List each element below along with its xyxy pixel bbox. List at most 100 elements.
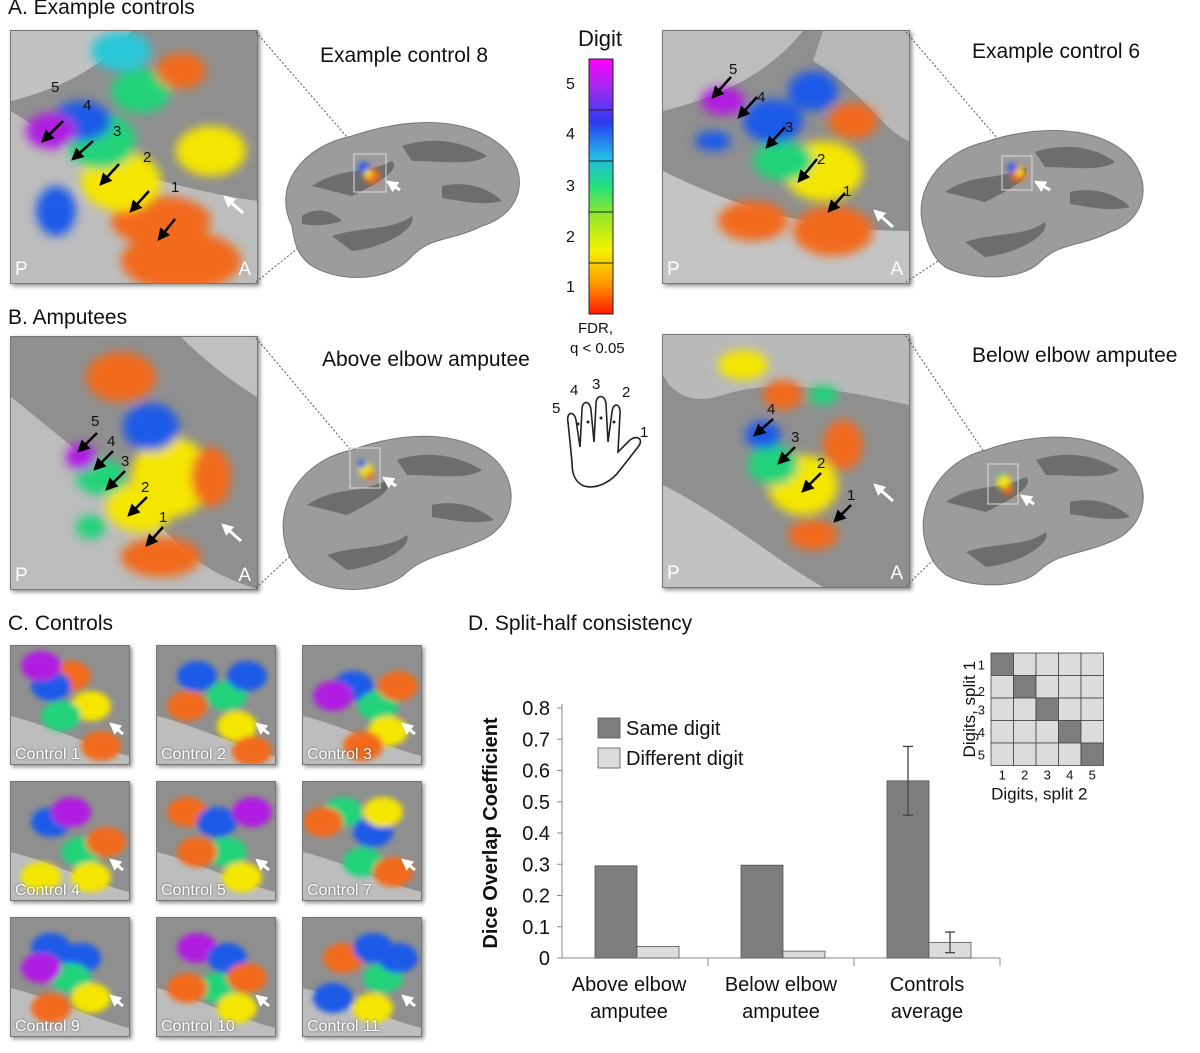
- matrix-cell: [1035, 742, 1059, 766]
- x-category-label: amputee: [742, 1001, 820, 1023]
- hand-digit-label: 3: [592, 376, 601, 393]
- matrix-cell: [990, 720, 1014, 744]
- matrix-cell: [1013, 697, 1037, 721]
- y-tick-label: 0.8: [522, 698, 550, 720]
- matrix-col-label: 5: [1089, 768, 1096, 783]
- matrix-row-label: 2: [978, 684, 985, 699]
- fdr-threshold: q < 0.05: [570, 340, 625, 357]
- colorbar-title: Digit: [578, 26, 623, 51]
- y-tick-label: 0.6: [522, 761, 550, 783]
- legend-label: Different digit: [626, 748, 744, 770]
- panel-a-title: A. Example controls: [8, 0, 195, 19]
- colorbar-tick: 4: [566, 126, 575, 143]
- control-label: Control 10: [161, 1018, 235, 1035]
- control-thumbnail: Control 11: [302, 917, 422, 1037]
- inflated-brain-above-elbow: [282, 435, 512, 590]
- legend-swatch: [597, 747, 621, 769]
- matrix-cell: [1058, 697, 1082, 721]
- brain-zoom-control-8: 5 4 3 2 1 P A: [10, 30, 258, 284]
- bar-different-digit: [782, 950, 826, 959]
- matrix-cell: [1058, 720, 1082, 744]
- y-tick-label: 0.5: [522, 792, 550, 814]
- matrix-cell: [1013, 675, 1037, 699]
- matrix-row-label: 4: [978, 725, 985, 740]
- control-label: Control 9: [15, 1018, 80, 1035]
- subject-label-control-6: Example control 6: [972, 40, 1141, 63]
- control-label: Control 3: [307, 746, 372, 763]
- x-category-label: Above elbow: [572, 974, 687, 996]
- anterior-label: A: [890, 563, 903, 584]
- matrix-cell: [990, 675, 1014, 699]
- fdr-label: FDR,: [578, 320, 613, 337]
- digit-label: 1: [847, 487, 856, 504]
- digit-label: 4: [107, 433, 116, 450]
- matrix-y-label: Digits, split 1: [960, 661, 979, 757]
- posterior-label: P: [667, 563, 680, 584]
- matrix-row-label: 3: [978, 702, 985, 717]
- matrix-cell: [1080, 720, 1104, 744]
- matrix-cell: [1058, 675, 1082, 699]
- colorbar-tick: 2: [566, 229, 575, 246]
- matrix-col-label: 3: [1044, 768, 1051, 783]
- anterior-label: A: [238, 565, 251, 586]
- matrix-cell: [1080, 652, 1104, 676]
- matrix-col-label: 2: [1021, 768, 1028, 783]
- posterior-label: P: [15, 565, 28, 586]
- digit-label: 5: [51, 79, 60, 96]
- subject-label-control-8: Example control 8: [320, 44, 489, 67]
- posterior-label: P: [15, 259, 28, 280]
- control-thumbnail: Control 4: [10, 781, 130, 901]
- control-thumbnail: Control 5: [156, 781, 276, 901]
- matrix-row-label: 5: [978, 747, 985, 762]
- colorbar-tick: 3: [566, 178, 575, 195]
- matrix-cell: [1013, 742, 1037, 766]
- matrix-x-label: Digits, split 2: [991, 785, 1087, 804]
- matrix-cell: [1080, 697, 1104, 721]
- inflated-brain-control-8: [285, 121, 520, 278]
- matrix-cell: [1035, 697, 1059, 721]
- panel-d-title: D. Split-half consistency: [468, 612, 693, 635]
- matrix-cell: [990, 742, 1014, 766]
- legend-label: Same digit: [626, 718, 721, 740]
- matrix-col-label: 4: [1066, 768, 1073, 783]
- digit-label: 4: [767, 401, 776, 418]
- control-label: Control 5: [161, 882, 226, 899]
- inflated-brain-control-6: [920, 130, 1144, 278]
- control-label: Control 4: [15, 882, 80, 899]
- y-tick-label: 0.1: [522, 917, 550, 939]
- hand-icon: [566, 395, 642, 488]
- matrix-cell: [1035, 720, 1059, 744]
- digit-label: 2: [141, 479, 150, 496]
- digit-label: 3: [113, 123, 122, 140]
- control-label: Control 11: [307, 1018, 380, 1035]
- digit-label: 1: [843, 183, 852, 200]
- anterior-label: A: [890, 259, 903, 280]
- x-category-label: Below elbow: [725, 974, 838, 996]
- digit-label: 2: [143, 149, 152, 166]
- colorbar-tick: 1: [566, 279, 575, 296]
- digit-label: 4: [757, 89, 766, 106]
- digit-label: 5: [729, 61, 738, 78]
- matrix-cell: [1058, 652, 1082, 676]
- x-category-label: Controls: [890, 974, 964, 996]
- zoom-connector: [255, 31, 361, 283]
- control-thumbnail: Control 1: [10, 645, 130, 765]
- matrix-cell: [1013, 652, 1037, 676]
- dice-overlap-bar-chart: 0 0.1 0.2 0.3 0.4 0.5 0.6 0.7 0.8 Dice Overlap Co…: [480, 698, 1001, 1023]
- matrix-cell: [1080, 742, 1104, 766]
- hand-digit-label: 1: [640, 424, 649, 441]
- hand-digit-label: 4: [570, 382, 579, 399]
- matrix-cell: [990, 697, 1014, 721]
- control-thumbnail: Control 10: [156, 917, 276, 1037]
- brain-zoom-above-elbow: 5 4 3 2 1 P A: [10, 336, 258, 590]
- panel-b-title: B. Amputees: [8, 306, 128, 329]
- control-thumbnail: Control 3: [302, 645, 422, 765]
- brain-zoom-control-6: 5 4 3 2 1 P A: [662, 30, 910, 284]
- matrix-cell: [1035, 675, 1059, 699]
- hand-digit-label: 5: [552, 400, 561, 417]
- bar-same-digit: [594, 865, 638, 959]
- colorbar-tick: 5: [566, 76, 575, 93]
- digit-label: 5: [91, 413, 100, 430]
- brain-zoom-below-elbow: 4 3 2 1 P A: [662, 334, 910, 588]
- digit-label: 4: [83, 97, 92, 114]
